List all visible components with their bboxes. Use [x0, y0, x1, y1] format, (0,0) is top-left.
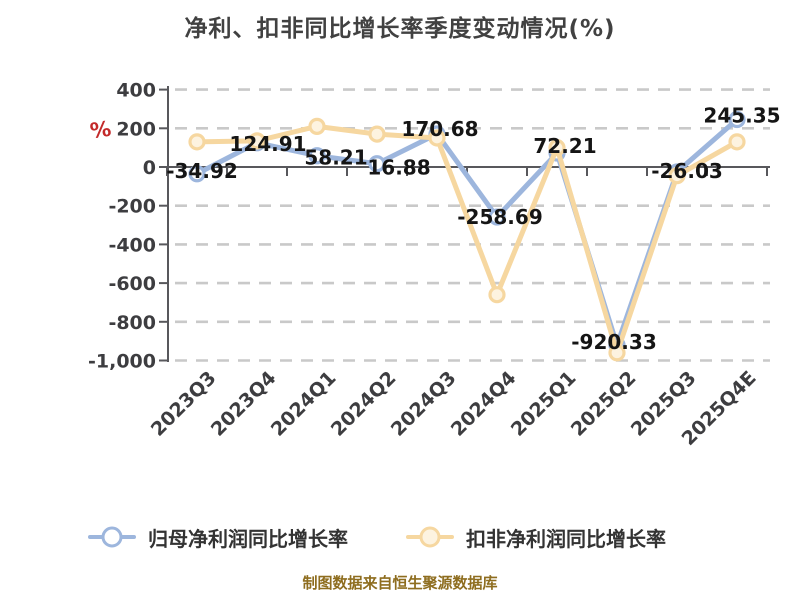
data-point[interactable]	[368, 155, 386, 173]
y-tick-label: -600	[108, 273, 156, 295]
data-source-note: 制图数据来自恒生聚源数据库	[302, 574, 498, 592]
data-point[interactable]	[188, 165, 206, 183]
point-value-label: 170.68	[401, 117, 478, 141]
legend-marker-blue-icon	[88, 524, 136, 550]
point-value-label: -26.03	[651, 159, 723, 183]
y-tick-label: -1,000	[88, 351, 156, 373]
legend-label-net-profit-growth: 归母净利润同比增长率	[148, 526, 348, 551]
data-point[interactable]	[368, 125, 386, 143]
data-point[interactable]	[248, 132, 266, 150]
legend-label-non-recurring-growth: 扣非净利润同比增长率	[466, 526, 666, 551]
data-point[interactable]	[728, 133, 746, 151]
point-value-label: 245.35	[703, 104, 780, 128]
data-point[interactable]	[488, 208, 506, 226]
x-tick-label: 2025Q2	[567, 367, 641, 441]
x-tick-label: 2025Q1	[507, 367, 581, 441]
point-value-label: -920.33	[571, 330, 656, 354]
legend-item-non-recurring-growth[interactable]: 扣非净利润同比增长率	[406, 524, 666, 551]
chart-title: 净利、扣非同比增长率季度变动情况(%)	[184, 16, 616, 42]
data-point[interactable]	[728, 110, 746, 129]
data-point[interactable]	[608, 344, 626, 362]
point-value-label: -258.69	[457, 205, 542, 229]
y-tick-label: 200	[116, 118, 156, 140]
data-point[interactable]	[308, 117, 326, 135]
x-tick-label: 2023Q3	[147, 367, 221, 441]
plot-area: 400 200 0 -200 -400 -600 -800 -1,0002023Q32023Q…	[88, 80, 781, 450]
y-tick-label: -800	[108, 312, 156, 334]
data-point[interactable]	[548, 139, 566, 157]
data-point[interactable]	[188, 133, 206, 151]
point-value-label: -34.92	[166, 159, 238, 183]
point-value-label: 16.88	[367, 156, 430, 180]
point-value-label: 58.21	[304, 146, 367, 170]
y-tick-label: 0	[143, 157, 156, 179]
series-line-1	[194, 123, 740, 356]
data-point[interactable]	[428, 129, 446, 147]
x-tick-label: 2024Q2	[327, 367, 401, 441]
x-tick-label: 2024Q3	[387, 367, 461, 441]
y-tick-label: 400	[116, 80, 156, 102]
data-point[interactable]	[308, 147, 326, 165]
legend-item-net-profit-growth[interactable]: 归母净利润同比增长率	[88, 524, 348, 551]
data-point[interactable]	[488, 286, 506, 304]
y-tick-label: -200	[108, 196, 156, 218]
data-point[interactable]	[668, 167, 686, 185]
point-value-label: 72.21	[533, 134, 596, 158]
point-value-label: 124.91	[229, 132, 306, 156]
legend-marker-yellow-icon	[406, 524, 454, 550]
y-tick-label: -400	[108, 234, 156, 256]
x-tick-label: 2024Q1	[267, 367, 341, 441]
x-tick-label: 2024Q4	[447, 367, 521, 441]
x-tick-label: 2023Q4	[207, 367, 281, 441]
